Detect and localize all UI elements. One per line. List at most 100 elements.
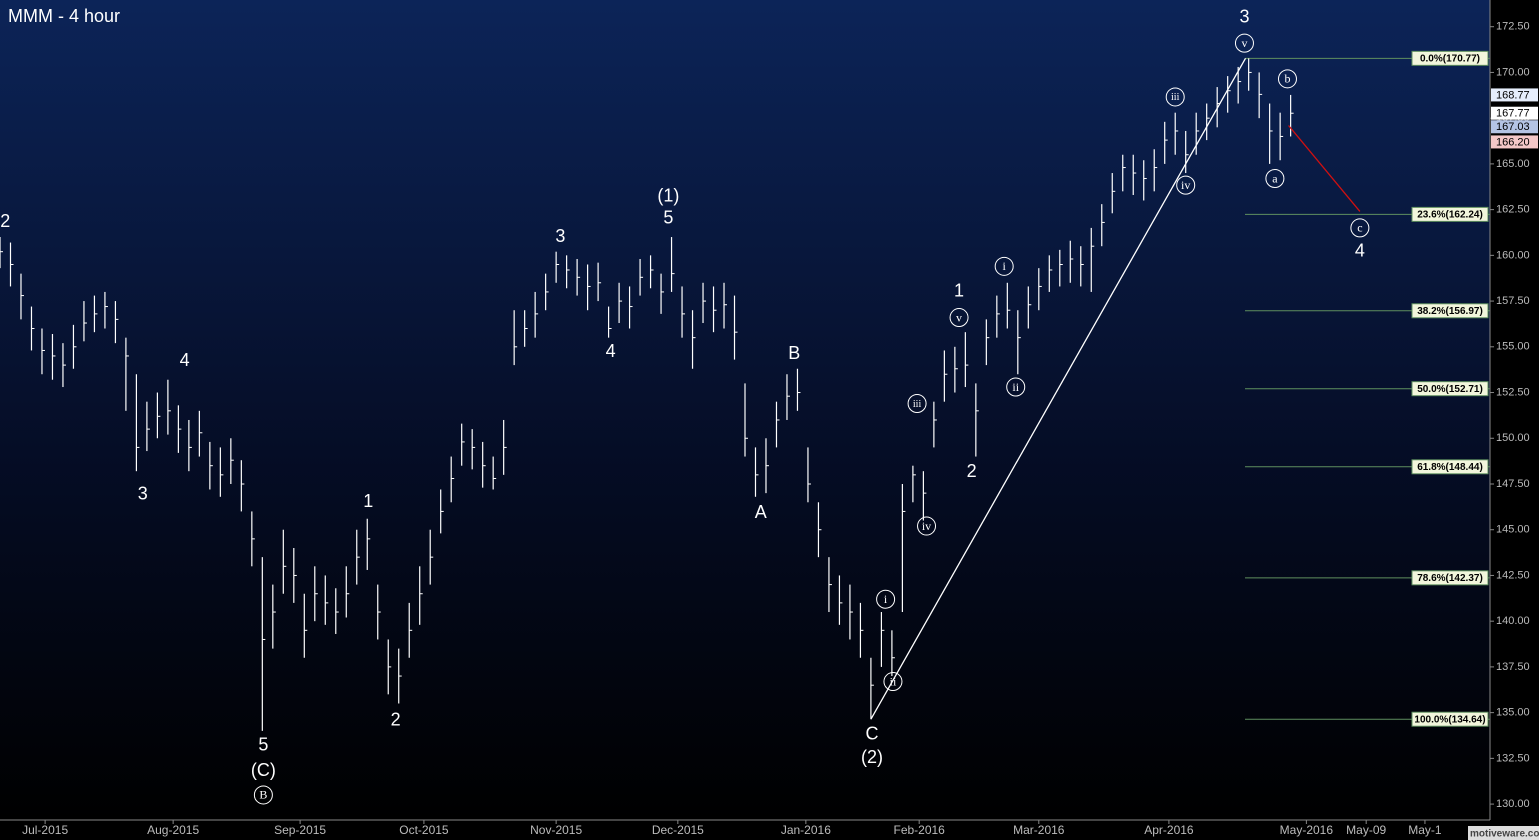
price-tag	[1491, 88, 1538, 102]
wave-circle	[1165, 87, 1185, 107]
wave-label: i	[884, 592, 888, 606]
wave-circle	[1176, 175, 1196, 195]
fib-label-box	[1411, 459, 1489, 475]
x-tick-label: May-09	[1346, 823, 1386, 837]
y-tick-label: 172.50	[1496, 21, 1530, 33]
y-tick-label: 137.50	[1496, 661, 1530, 673]
y-tick-label: 147.50	[1496, 478, 1530, 490]
x-tick-label: Jan-2016	[781, 823, 831, 837]
y-tick-label: 145.00	[1496, 524, 1530, 536]
wave-label: b	[1284, 72, 1290, 86]
wave-label: iv	[1181, 178, 1190, 192]
wave-label: c	[1357, 221, 1362, 235]
wave-label: i	[1003, 259, 1007, 273]
wave-label: v	[1241, 36, 1247, 50]
y-tick-label: 132.50	[1496, 752, 1530, 764]
wave-label: v	[956, 310, 962, 324]
price-tag	[1491, 120, 1538, 134]
price-tag	[1491, 106, 1538, 120]
fib-label-box	[1411, 50, 1489, 66]
y-tick-label: 160.00	[1496, 249, 1530, 261]
y-tick-label: 157.50	[1496, 295, 1530, 307]
x-tick-label: May-1	[1408, 823, 1442, 837]
wave-label: ii	[1012, 380, 1019, 394]
x-tick-label: Dec-2015	[652, 823, 704, 837]
price-tag-label: 166.20	[1496, 136, 1530, 148]
wave-label: (2)	[861, 747, 883, 767]
fib-label: 23.6%(162.24)	[1417, 210, 1483, 221]
wave-label: 3	[1239, 6, 1249, 26]
wave-label: B	[259, 788, 267, 802]
x-tick-label: Mar-2016	[1013, 823, 1065, 837]
wave-circle	[994, 256, 1014, 276]
wave-label: C	[865, 723, 878, 743]
wave-line	[1288, 125, 1361, 212]
price-tag-label: 167.77	[1496, 108, 1530, 120]
price-tag-label: 167.03	[1496, 121, 1530, 133]
fib-label: 50.0%(152.71)	[1417, 384, 1483, 395]
wave-circle	[1265, 169, 1285, 189]
y-tick-label: 165.00	[1496, 158, 1530, 170]
wave-label: 5	[258, 734, 268, 754]
fib-label: 78.6%(142.37)	[1417, 573, 1483, 584]
wave-label: iii	[1171, 92, 1180, 103]
wave-circle	[876, 589, 896, 609]
y-tick-label: 142.50	[1496, 569, 1530, 581]
wave-label: iv	[922, 519, 931, 533]
fib-label-box	[1411, 711, 1489, 727]
wave-label: 4	[180, 350, 190, 370]
fib-label-box	[1411, 206, 1489, 222]
wave-circle	[253, 785, 273, 805]
x-tick-label: Nov-2015	[530, 823, 582, 837]
fib-label: 38.2%(156.97)	[1417, 306, 1483, 317]
wave-circle	[1234, 33, 1254, 53]
wave-label: 2	[967, 461, 977, 481]
wave-line	[870, 58, 1247, 720]
wave-label: ii	[890, 674, 897, 688]
x-tick-label: Aug-2015	[147, 823, 199, 837]
wave-label: 4	[1355, 240, 1365, 260]
wave-label: 3	[555, 226, 565, 246]
y-tick-label: 135.00	[1496, 707, 1530, 719]
y-tick-label: 152.50	[1496, 386, 1530, 398]
chart-title: MMM - 4 hour	[8, 6, 120, 26]
x-tick-label: Feb-2016	[893, 823, 945, 837]
wave-circle	[949, 308, 969, 328]
wave-label: 3	[138, 484, 148, 504]
wave-label: iii	[913, 399, 922, 410]
wave-circle	[883, 672, 903, 692]
x-tick-label: Oct-2015	[399, 823, 449, 837]
x-tick-label: Jul-2015	[22, 823, 68, 837]
price-tag-label: 168.77	[1496, 89, 1530, 101]
wave-label: 2	[0, 211, 10, 231]
x-tick-label: Apr-2016	[1144, 823, 1194, 837]
wave-label: 5	[663, 208, 673, 228]
fib-label-box	[1411, 381, 1489, 397]
fib-label-box	[1411, 570, 1489, 586]
wave-label: B	[788, 343, 800, 363]
watermark-box	[1468, 826, 1539, 840]
y-tick-label: 162.50	[1496, 204, 1530, 216]
price-tag	[1491, 135, 1538, 149]
y-tick-label: 140.00	[1496, 615, 1530, 627]
wave-label: (1)	[657, 186, 679, 206]
fib-label: 61.8%(148.44)	[1417, 462, 1483, 473]
fib-label: 0.0%(170.77)	[1420, 53, 1480, 64]
wave-label: (C)	[251, 760, 276, 780]
wave-circle	[1006, 377, 1026, 397]
wave-label: a	[1272, 171, 1278, 185]
x-axis-panel	[0, 820, 1490, 840]
wave-label: 1	[363, 491, 373, 511]
fib-label-box	[1411, 303, 1489, 319]
y-tick-label: 130.00	[1496, 798, 1530, 810]
wave-circle	[917, 516, 937, 536]
wave-circle	[1350, 218, 1370, 238]
y-tick-label: 170.00	[1496, 66, 1530, 78]
wave-circle	[907, 394, 927, 414]
watermark: motiveware.com	[1470, 829, 1539, 840]
y-tick-label: 150.00	[1496, 432, 1530, 444]
x-tick-label: May-2016	[1280, 823, 1334, 837]
wave-label: 2	[391, 710, 401, 730]
